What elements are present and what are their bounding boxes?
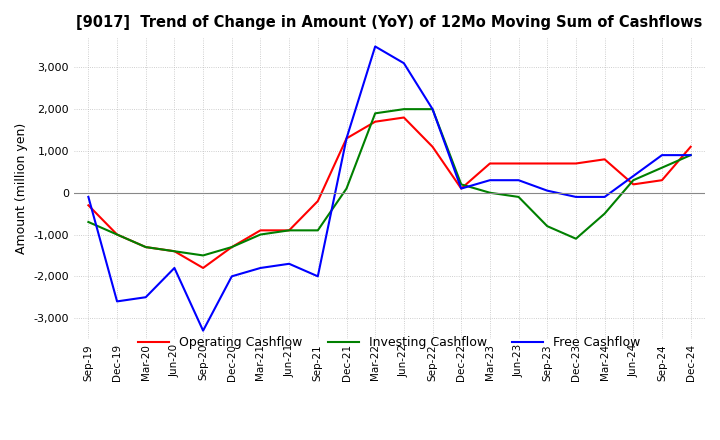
Investing Cashflow	[485, 190, 494, 195]
Operating Cashflow	[485, 161, 494, 166]
Investing Cashflow	[428, 106, 437, 112]
Legend: Operating Cashflow, Investing Cashflow, Free Cashflow: Operating Cashflow, Investing Cashflow, …	[133, 331, 646, 354]
Operating Cashflow	[600, 157, 609, 162]
Free Cashflow	[514, 178, 523, 183]
Operating Cashflow	[228, 245, 236, 250]
Investing Cashflow	[199, 253, 207, 258]
Free Cashflow	[428, 106, 437, 112]
Y-axis label: Amount (million yen): Amount (million yen)	[15, 123, 28, 254]
Investing Cashflow	[141, 245, 150, 250]
Free Cashflow	[141, 295, 150, 300]
Free Cashflow	[371, 44, 379, 49]
Operating Cashflow	[514, 161, 523, 166]
Free Cashflow	[629, 173, 638, 179]
Operating Cashflow	[84, 203, 93, 208]
Operating Cashflow	[113, 232, 122, 237]
Investing Cashflow	[400, 106, 408, 112]
Free Cashflow	[170, 265, 179, 271]
Investing Cashflow	[629, 178, 638, 183]
Operating Cashflow	[428, 144, 437, 150]
Operating Cashflow	[572, 161, 580, 166]
Investing Cashflow	[170, 249, 179, 254]
Investing Cashflow	[313, 228, 322, 233]
Investing Cashflow	[514, 194, 523, 200]
Operating Cashflow	[141, 245, 150, 250]
Investing Cashflow	[543, 224, 552, 229]
Operating Cashflow	[657, 178, 666, 183]
Investing Cashflow	[686, 153, 695, 158]
Operating Cashflow	[313, 198, 322, 204]
Free Cashflow	[228, 274, 236, 279]
Line: Investing Cashflow: Investing Cashflow	[89, 109, 690, 256]
Free Cashflow	[657, 153, 666, 158]
Investing Cashflow	[113, 232, 122, 237]
Free Cashflow	[342, 136, 351, 141]
Operating Cashflow	[342, 136, 351, 141]
Investing Cashflow	[457, 182, 466, 187]
Free Cashflow	[686, 153, 695, 158]
Operating Cashflow	[371, 119, 379, 125]
Free Cashflow	[400, 61, 408, 66]
Investing Cashflow	[84, 220, 93, 225]
Operating Cashflow	[199, 265, 207, 271]
Free Cashflow	[572, 194, 580, 200]
Operating Cashflow	[256, 228, 265, 233]
Free Cashflow	[313, 274, 322, 279]
Investing Cashflow	[657, 165, 666, 170]
Investing Cashflow	[572, 236, 580, 242]
Free Cashflow	[84, 194, 93, 200]
Operating Cashflow	[457, 186, 466, 191]
Free Cashflow	[485, 178, 494, 183]
Line: Operating Cashflow: Operating Cashflow	[89, 117, 690, 268]
Title: [9017]  Trend of Change in Amount (YoY) of 12Mo Moving Sum of Cashflows: [9017] Trend of Change in Amount (YoY) o…	[76, 15, 703, 30]
Operating Cashflow	[400, 115, 408, 120]
Investing Cashflow	[371, 111, 379, 116]
Free Cashflow	[285, 261, 294, 267]
Operating Cashflow	[543, 161, 552, 166]
Line: Free Cashflow: Free Cashflow	[89, 47, 690, 330]
Investing Cashflow	[285, 228, 294, 233]
Operating Cashflow	[686, 144, 695, 150]
Investing Cashflow	[600, 211, 609, 216]
Free Cashflow	[600, 194, 609, 200]
Investing Cashflow	[342, 186, 351, 191]
Free Cashflow	[199, 328, 207, 333]
Investing Cashflow	[228, 245, 236, 250]
Free Cashflow	[113, 299, 122, 304]
Free Cashflow	[543, 188, 552, 193]
Operating Cashflow	[285, 228, 294, 233]
Free Cashflow	[457, 186, 466, 191]
Operating Cashflow	[170, 249, 179, 254]
Investing Cashflow	[256, 232, 265, 237]
Operating Cashflow	[629, 182, 638, 187]
Free Cashflow	[256, 265, 265, 271]
